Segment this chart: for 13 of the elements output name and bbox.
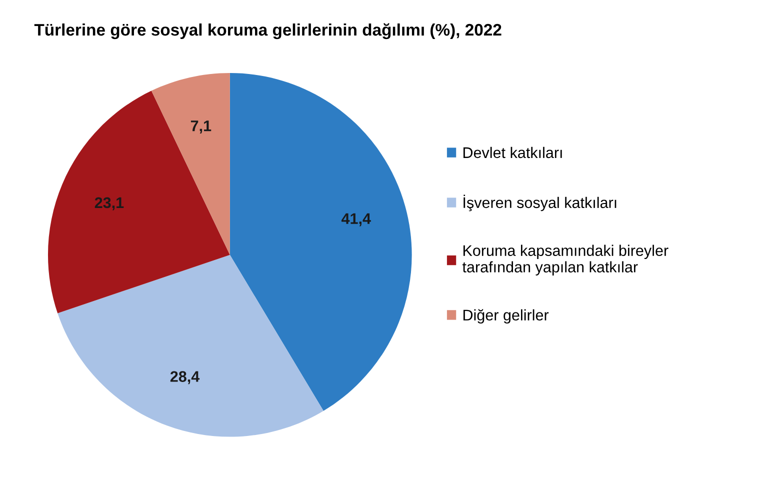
chart-title: Türlerine göre sosyal koruma gelirlerinin dağılımı (%), 2022 [34, 23, 502, 40]
data-label: 7,1 [190, 120, 212, 134]
legend-label: Koruma kapsamındaki bireyler tarafından yapılan katkılar [462, 244, 668, 276]
pie-slice [58, 254, 324, 437]
legend-label: Diğer gelirler [463, 309, 549, 324]
legend-label: İşveren sosyal katkıları [464, 194, 616, 212]
legend-label: Devlet katkıları [463, 146, 562, 158]
pie-slice [230, 72, 412, 411]
data-label: 23,1 [94, 197, 124, 210]
data-label: 28,4 [170, 371, 200, 384]
pie-slice [48, 90, 230, 314]
data-label: 41,4 [341, 213, 371, 226]
pie-slice [151, 72, 230, 255]
